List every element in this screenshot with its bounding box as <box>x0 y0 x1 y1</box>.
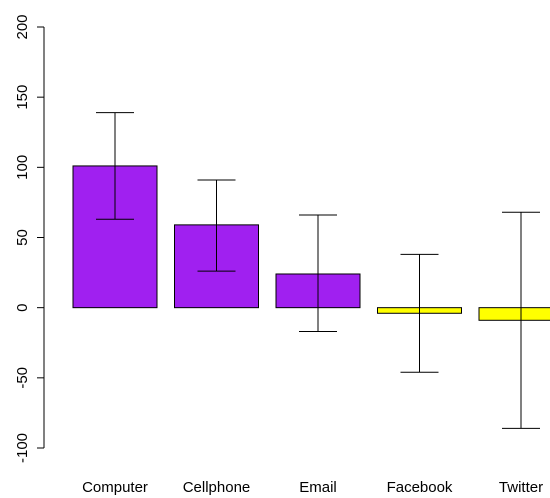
category-label-email: Email <box>299 479 337 496</box>
y-axis-ticks: -100 -50 0 50 100 150 200 <box>14 14 44 463</box>
y-tick-label: 100 <box>14 155 31 180</box>
category-label-facebook: Facebook <box>387 479 453 496</box>
y-tick-label: 200 <box>14 14 31 39</box>
y-tick-label: 0 <box>14 303 31 311</box>
y-tick-label: 150 <box>14 85 31 110</box>
category-label-cellphone: Cellphone <box>183 479 251 496</box>
bars <box>72 165 550 321</box>
y-tick-label: -100 <box>14 433 31 463</box>
y-tick-label: 50 <box>14 229 31 246</box>
y-tick-label: -50 <box>14 367 31 389</box>
bar-twitter <box>478 307 550 321</box>
error-bars <box>96 112 540 429</box>
category-label-computer: Computer <box>82 479 148 496</box>
category-label-twitter: Twitter <box>499 479 543 496</box>
category-labels: Computer Cellphone Email Facebook Twitter <box>82 479 543 496</box>
